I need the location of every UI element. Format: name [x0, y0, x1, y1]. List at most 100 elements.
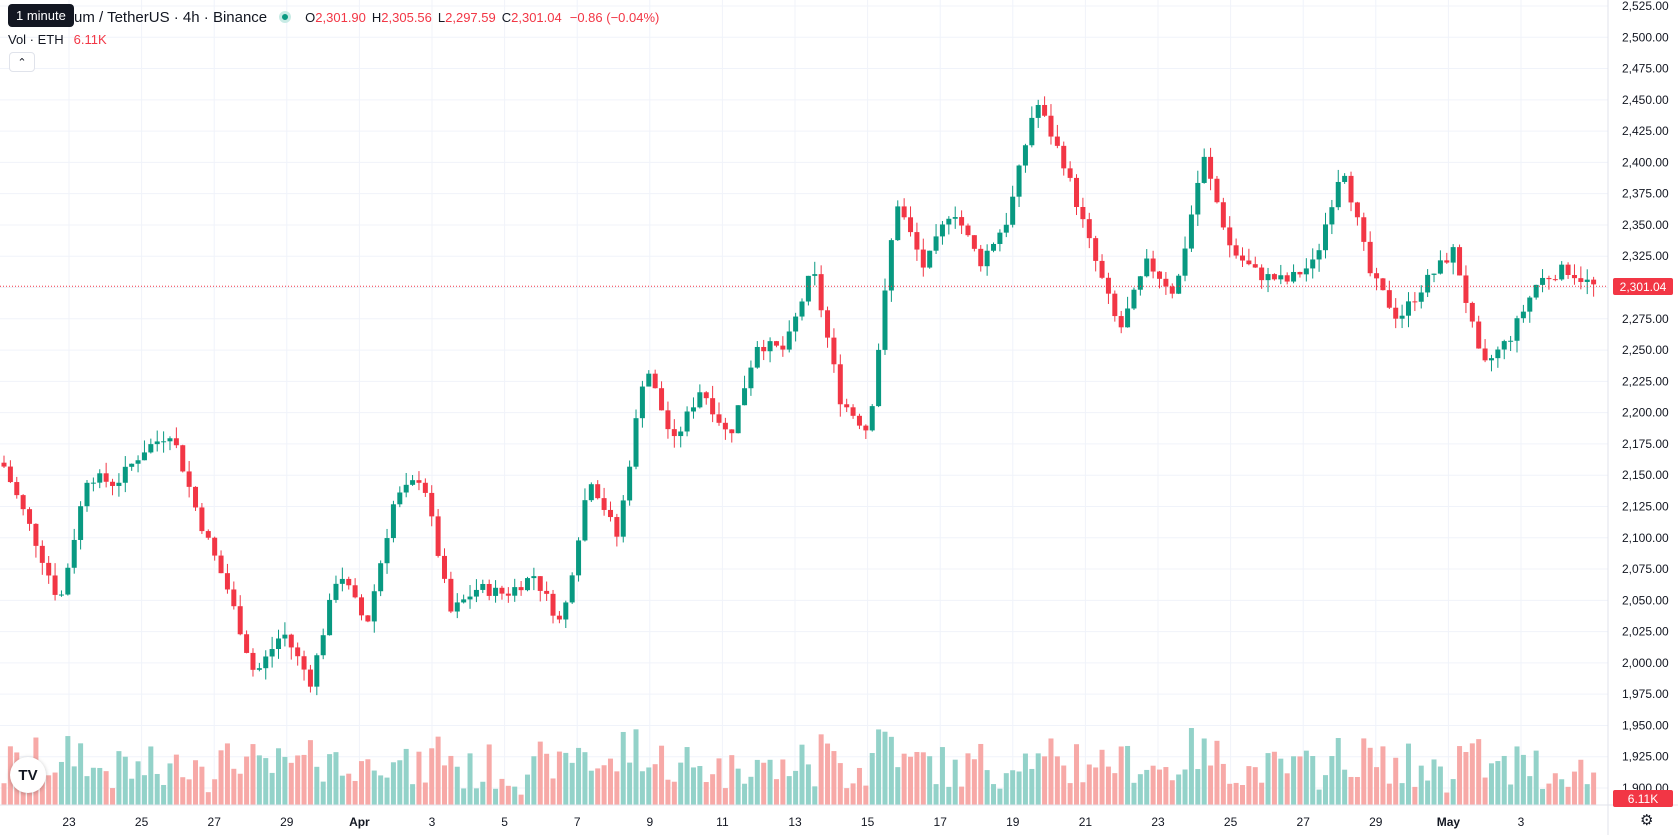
- candle-body: [486, 584, 492, 596]
- candle-body: [135, 460, 141, 464]
- volume-bar: [122, 756, 128, 805]
- volume-bar: [978, 743, 984, 805]
- volume-bar: [569, 762, 575, 805]
- volume-bar: [537, 741, 543, 805]
- candle-body: [978, 248, 984, 267]
- volume-bar: [1080, 782, 1086, 805]
- candle-body: [639, 386, 645, 419]
- candle-body: [467, 596, 473, 600]
- volume-bar: [276, 748, 282, 805]
- candle-body: [563, 602, 569, 620]
- volume-bar: [786, 776, 792, 805]
- candle-body: [544, 590, 550, 594]
- candle-body: [90, 482, 96, 484]
- volume-bar: [908, 756, 914, 805]
- candle-body: [844, 404, 850, 408]
- volume-bar: [659, 745, 665, 805]
- candle-body: [901, 206, 907, 218]
- candle-body: [1208, 156, 1214, 179]
- candle-body: [1591, 279, 1597, 285]
- volume-bar: [710, 774, 716, 805]
- volume-bar: [1552, 773, 1558, 805]
- candle-body: [161, 441, 167, 443]
- candle-body: [991, 243, 997, 251]
- volume-bar: [780, 759, 786, 805]
- y-tick-label: 2,125.00: [1622, 499, 1669, 513]
- candle-body: [1048, 115, 1054, 137]
- candle-body: [1112, 293, 1118, 317]
- candle-body: [607, 509, 613, 518]
- volume-bar: [1303, 750, 1309, 805]
- volume-bar: [1278, 758, 1284, 805]
- candle-body: [186, 471, 192, 487]
- volume-bar: [1514, 746, 1520, 805]
- volume-label[interactable]: Vol · ETH: [8, 32, 64, 47]
- candle-body: [493, 587, 499, 596]
- candle-body: [620, 500, 626, 537]
- volume-bar: [1, 783, 7, 805]
- candle-body: [882, 290, 888, 350]
- gear-icon[interactable]: ⚙: [1640, 812, 1654, 829]
- volume-bar: [1048, 738, 1054, 805]
- symbol-title[interactable]: um / TetherUS · 4h · Binance: [74, 8, 268, 26]
- candle-body: [735, 405, 741, 434]
- volume-bar: [320, 781, 326, 805]
- volume-bar: [1527, 776, 1533, 805]
- collapse-legend-button[interactable]: ⌃: [9, 52, 35, 72]
- y-tick-label: 2,500.00: [1622, 30, 1669, 44]
- volume-bar: [1016, 771, 1022, 805]
- candle-body: [1348, 175, 1354, 203]
- candle-body: [237, 606, 243, 635]
- candle-body: [761, 346, 767, 352]
- y-tick-label: 2,100.00: [1622, 531, 1669, 545]
- candle-body: [1214, 178, 1220, 203]
- volume-bar: [499, 778, 505, 805]
- volume-bar: [1054, 756, 1060, 805]
- volume-bar: [1578, 759, 1584, 805]
- candle-body: [1284, 275, 1290, 282]
- volume-bar: [333, 752, 339, 805]
- volume-bar: [135, 761, 141, 805]
- y-tick-label: 2,350.00: [1622, 218, 1669, 232]
- volume-bar: [224, 743, 230, 805]
- tradingview-logo-icon[interactable]: TV: [10, 757, 46, 793]
- candle-body: [1297, 271, 1303, 275]
- candle-body: [773, 341, 779, 346]
- volume-bar: [856, 767, 862, 805]
- y-tick-label: 2,150.00: [1622, 468, 1669, 482]
- volume-bar: [397, 760, 403, 805]
- candle-body: [1469, 302, 1475, 322]
- x-tick-label: 25: [135, 815, 149, 829]
- low-label: L: [437, 9, 446, 25]
- candle-body: [1067, 168, 1073, 178]
- candle-body: [1099, 260, 1105, 278]
- volume-bar: [212, 779, 218, 805]
- candle-body: [333, 583, 339, 600]
- candle-body: [1495, 349, 1501, 359]
- volume-bar: [199, 766, 205, 805]
- volume-bar: [1067, 783, 1073, 805]
- volume-bar: [1495, 761, 1501, 805]
- volume-bar: [933, 784, 939, 805]
- volume-bar: [767, 759, 773, 805]
- volume-bar: [1546, 783, 1552, 805]
- price-candles: [1, 96, 1597, 696]
- candle-body: [435, 516, 441, 556]
- volume-bar: [505, 785, 511, 805]
- volume-bar: [314, 766, 320, 805]
- volume-bar: [1354, 776, 1360, 805]
- candle-body: [276, 638, 282, 650]
- candle-body: [1546, 277, 1552, 280]
- candle-body: [1444, 260, 1450, 263]
- candle-body: [173, 438, 179, 446]
- volume-bar: [531, 756, 537, 805]
- volume-bar: [480, 781, 486, 805]
- volume-bars: [1, 728, 1597, 805]
- candle-body: [716, 414, 722, 423]
- volume-bar: [410, 784, 416, 805]
- market-status-icon[interactable]: [279, 11, 292, 23]
- candle-body: [1457, 247, 1463, 276]
- volume-bar: [454, 766, 460, 805]
- volume-bar: [1176, 774, 1182, 805]
